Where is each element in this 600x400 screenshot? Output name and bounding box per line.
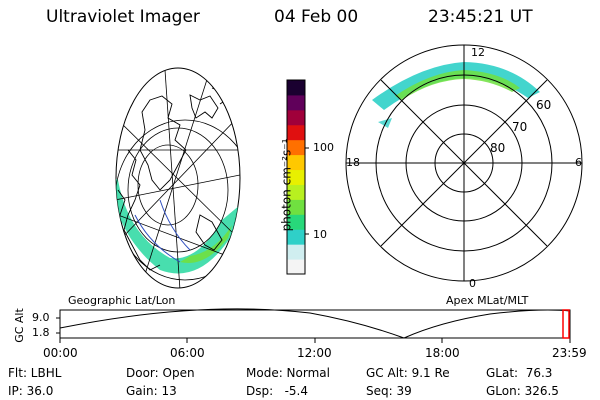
colorbar-segment <box>287 139 305 156</box>
info-dsp: Dsp: -5.4 <box>246 384 309 398</box>
info-ip: IP: 36.0 <box>8 384 54 398</box>
colorbar-segment <box>287 154 305 171</box>
colorbar-segment <box>287 94 305 111</box>
observation-time: 23:45:21 UT <box>428 7 533 27</box>
colorbar-tick-10: 10 <box>313 228 327 241</box>
info-gc-alt: GC Alt: 9.1 Re <box>366 366 450 380</box>
observation-date: 04 Feb 00 <box>274 7 359 27</box>
colorbar-segment <box>287 169 305 185</box>
mlt-label-0: 0 <box>469 277 476 290</box>
mlat-label-80: 80 <box>490 141 506 155</box>
polar-plot <box>345 44 583 282</box>
polar-panel-label: Apex MLat/MLT <box>446 294 529 307</box>
timeline-y-tick-min: 1.8 <box>32 326 50 339</box>
color-scale-bar <box>286 79 309 275</box>
colorbar-segment <box>287 229 305 245</box>
info-glon: GLon: 326.5 <box>486 384 559 398</box>
geo-panel-label: Geographic Lat/Lon <box>68 294 176 307</box>
mlat-label-60: 60 <box>536 98 552 112</box>
info-door: Door: Open <box>126 366 195 380</box>
mlt-label-12: 12 <box>471 46 485 59</box>
colorbar-segment <box>287 244 305 260</box>
mlt-label-18: 18 <box>346 156 360 169</box>
timeline-x-tick-1: 06:00 <box>170 346 205 360</box>
colorbar-segment <box>287 184 305 200</box>
mlat-label-70: 70 <box>512 120 528 134</box>
info-gain: Gain: 13 <box>126 384 177 398</box>
timeline-x-tick-0: 00:00 <box>43 346 78 360</box>
info-glat: GLat: 76.3 <box>486 366 553 380</box>
current-time-marker <box>562 309 570 339</box>
timeline-x-tick-3: 18:00 <box>425 346 460 360</box>
timeline-y-tick-max: 9.0 <box>32 311 50 324</box>
colorbar-segment <box>287 199 305 215</box>
timeline-x-tick-2: 12:00 <box>297 346 332 360</box>
info-seq: Seq: 39 <box>366 384 412 398</box>
mlt-label-6: 6 <box>575 156 582 169</box>
colorbar-border <box>286 79 306 275</box>
altitude-timeline <box>56 308 571 343</box>
colorbar-tick-100: 100 <box>313 141 334 154</box>
colorbar-unit-label: photon cm⁻²s⁻¹ <box>279 138 294 232</box>
colorbar-segment <box>287 124 305 141</box>
geographic-map <box>115 67 241 289</box>
timeline-axis-label: GC Alt <box>12 308 26 343</box>
timeline-x-tick-4: 23:59 <box>552 346 587 360</box>
colorbar-segment <box>287 214 305 230</box>
colorbar-segment <box>287 80 305 96</box>
colorbar-segment <box>287 109 305 126</box>
info-flt: Flt: LBHL <box>8 366 62 380</box>
colorbar-segment <box>287 259 305 275</box>
instrument-title: Ultraviolet Imager <box>46 7 200 27</box>
info-mode: Mode: Normal <box>246 366 330 380</box>
